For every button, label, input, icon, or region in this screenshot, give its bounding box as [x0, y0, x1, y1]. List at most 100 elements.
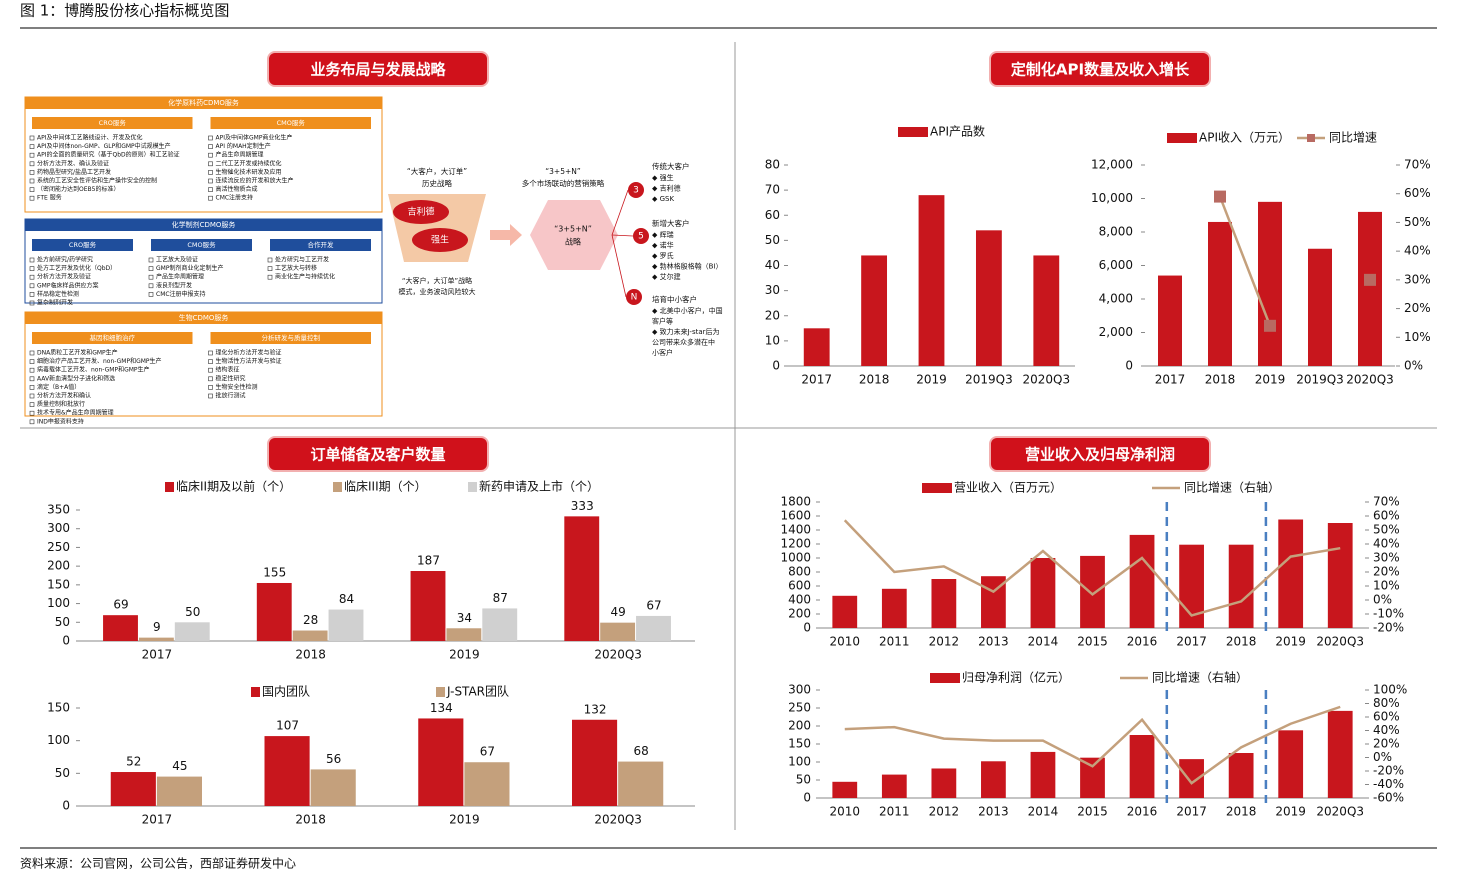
y2-tick-label: 60%	[1404, 186, 1431, 200]
y-tick-label: 40	[765, 258, 780, 272]
bar	[981, 761, 1006, 798]
y2-tick-label: -60%	[1373, 791, 1404, 805]
history-note: “大客户，大订单”战略	[402, 276, 472, 285]
legend-label: 同比增速（右轴）	[1152, 670, 1248, 685]
bar	[572, 719, 618, 806]
bar	[1080, 555, 1105, 628]
group-item: API及中间体non-GMP、GLP和GMP中试规模生产	[37, 142, 171, 150]
group-item: 二代工艺开发或持续优化	[216, 159, 282, 167]
y2-tick-label: 60%	[1373, 509, 1400, 523]
y-tick-label: 100	[788, 755, 811, 769]
tier-item: ◆ GSK	[652, 195, 674, 203]
group-item: 药物晶型研究/盐晶工艺开发	[37, 168, 111, 176]
bullet	[267, 266, 273, 271]
value-label: 9	[153, 620, 161, 634]
bar	[1030, 751, 1056, 798]
bar	[1327, 523, 1353, 628]
y-tick-label: 1200	[780, 537, 811, 551]
y2-tick-label: 30%	[1404, 272, 1431, 286]
legend-label: 同比增速	[1329, 131, 1377, 145]
group-item: 分析方法开发及验证	[37, 273, 91, 281]
group-item: GMP制剂商业化定制生产	[156, 264, 223, 272]
value-label: 132	[584, 702, 607, 716]
bar	[861, 255, 888, 366]
bar	[464, 762, 510, 806]
legend-label: 同比增速（右轴）	[1184, 480, 1280, 495]
y-tick-label: 150	[47, 701, 70, 715]
client: 强生	[431, 234, 449, 246]
group-item: （密闭能力达到OEB5的标准）	[37, 185, 119, 193]
panel	[24, 96, 383, 213]
y-tick-label: 0	[803, 791, 811, 805]
bar	[918, 195, 945, 366]
bullet	[29, 385, 35, 390]
group-item: API及中间体工艺路线设计、开发及优化	[37, 134, 143, 142]
group-head	[210, 117, 371, 129]
x-tick-label: 2018	[1226, 635, 1257, 649]
group-item: 滴定（B+A值）	[37, 383, 80, 391]
tier-item: 客户等	[652, 317, 673, 326]
y-tick-label: 0	[62, 799, 70, 813]
group-item: IND申报资料支持	[37, 417, 84, 425]
bar	[292, 630, 328, 641]
plan-title: “3+5+N”	[545, 167, 581, 176]
bullet	[29, 359, 35, 364]
y-tick-label: 4,000	[1099, 292, 1133, 306]
bullet	[208, 187, 213, 192]
y-tick-label: 250	[788, 701, 811, 715]
x-tick-label: 2018	[295, 813, 326, 827]
section-header: 业务布局与发展战略	[310, 61, 446, 79]
y-tick-label: 150	[47, 577, 70, 591]
legend-label: 新药申请及上市（个）	[479, 479, 599, 494]
marker	[1264, 319, 1276, 332]
bullet	[29, 257, 35, 263]
legend-label: 营业收入（百万元）	[954, 481, 1062, 495]
x-tick-label: 2016	[1127, 805, 1158, 819]
bullet	[29, 187, 35, 192]
x-tick-label: 2019Q3	[1296, 373, 1344, 387]
y2-tick-label: 20%	[1373, 737, 1400, 751]
tier-item: ◆ 诺华	[652, 241, 674, 250]
bullet	[29, 419, 35, 425]
legend-swatch	[165, 482, 174, 492]
value-label: 333	[571, 499, 594, 513]
y-tick-label: 1400	[780, 523, 811, 537]
bar	[446, 628, 482, 641]
bullet	[29, 393, 35, 399]
tier-badge	[628, 182, 644, 198]
connector	[611, 234, 634, 237]
legend-label: 临床III期（个）	[344, 480, 427, 494]
legend-swatch	[468, 482, 477, 492]
y2-tick-label: 0%	[1404, 359, 1423, 373]
group-item: 处方研究与工艺开发	[275, 256, 329, 264]
bar	[310, 769, 356, 806]
group-item: API 的MAH定制生产	[216, 142, 271, 150]
y2-tick-label: 30%	[1373, 551, 1400, 565]
bullet	[208, 393, 213, 399]
legend-swatch	[251, 687, 260, 697]
group-head	[151, 239, 252, 251]
tier-item: ◆ 勃林格殷格翰（BI）	[652, 262, 722, 271]
y2-tick-label: 80%	[1373, 696, 1400, 710]
y-tick-label: 10	[765, 333, 780, 347]
bar	[1228, 753, 1254, 798]
line	[1218, 196, 1272, 327]
panel-title: 化学制剂CDMO服务	[172, 220, 236, 229]
bullet	[208, 367, 213, 373]
value-label: 67	[646, 598, 661, 612]
group-item: 结构表征	[216, 366, 240, 374]
x-tick-label: 2014	[1028, 805, 1059, 819]
group-item: 质量控制和批放行	[37, 400, 85, 408]
bullet	[148, 292, 154, 297]
tier-title: 新增大客户	[652, 218, 690, 228]
bullet	[29, 283, 35, 289]
bullet	[267, 257, 273, 263]
value-label: 87	[493, 591, 508, 605]
line	[844, 705, 1341, 785]
bar	[1208, 221, 1232, 366]
group-head	[270, 239, 371, 251]
y2-tick-label: 0%	[1373, 750, 1392, 764]
marker	[1364, 273, 1376, 286]
y-tick-label: 400	[788, 593, 811, 607]
bar	[975, 230, 1002, 366]
